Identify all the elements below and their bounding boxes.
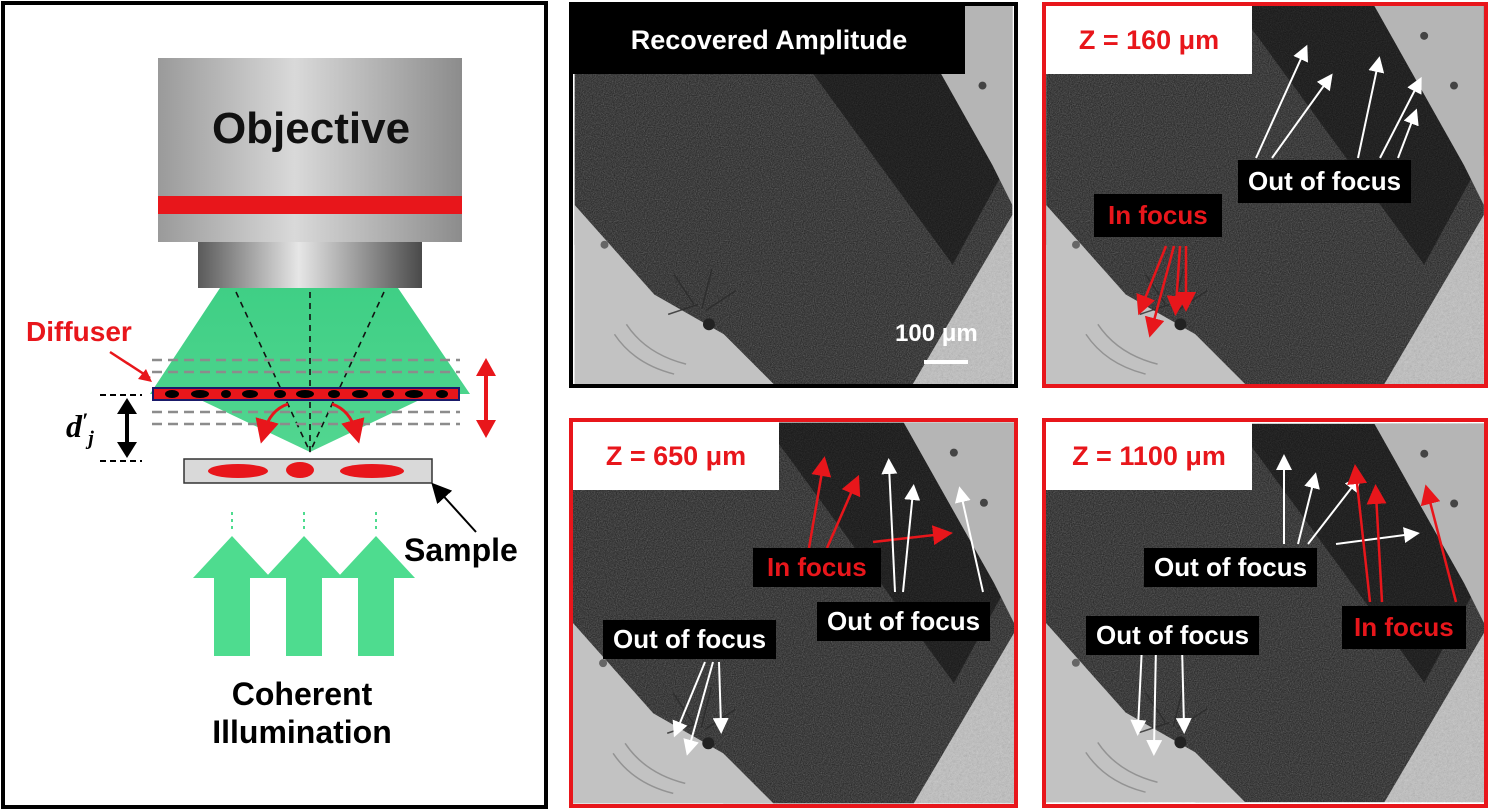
- schematic-drawing: [1, 1, 548, 809]
- z650-out-of-focus-right-label: Out of focus: [817, 602, 991, 641]
- z650-out-of-focus-left-label: Out of focus: [603, 620, 777, 659]
- distance-prime: ′: [82, 408, 89, 433]
- z1100-out-of-focus-top-label: Out of focus: [1144, 548, 1318, 587]
- panel-z650: Z = 650 μm In focus Out of focus Out of …: [569, 418, 1018, 808]
- diffuser-bar: [152, 387, 460, 401]
- z1100-in-focus-label: In focus: [1342, 606, 1466, 649]
- z650-title: Z = 650 μm: [573, 422, 779, 490]
- scale-bar-label: 100 μm: [895, 320, 978, 347]
- z160-in-focus-label: In focus: [1094, 194, 1222, 237]
- sample-slide: [183, 458, 433, 484]
- z160-arrows: [1136, 44, 1422, 338]
- illumination-label: Coherent Illumination: [180, 676, 424, 752]
- diffuser-pointer: [109, 350, 152, 382]
- objective-label: Objective: [211, 104, 411, 153]
- schematic-panel: Objective Diffuser d′j Sample Coherent I…: [0, 0, 552, 812]
- z160-out-of-focus-label: Out of focus: [1238, 160, 1412, 203]
- z1100-arrows: [1130, 454, 1458, 756]
- z650-in-focus-label: In focus: [753, 548, 881, 587]
- sample-label: Sample: [404, 532, 518, 568]
- z1100-title: Z = 1100 μm: [1046, 422, 1252, 490]
- z650-arrows: [672, 456, 984, 756]
- z160-title: Z = 160 μm: [1046, 6, 1252, 74]
- objective-red-band: [158, 196, 462, 214]
- translation-arrow: [476, 358, 496, 438]
- diffuser-label: Diffuser: [26, 316, 132, 347]
- z1100-out-of-focus-bottom-label: Out of focus: [1086, 616, 1260, 655]
- objective-lens: [158, 58, 462, 288]
- distance-marker: [100, 394, 142, 462]
- panel-recovered-amplitude: Recovered Amplitude 100 μm: [569, 2, 1018, 388]
- illumination-line-2: Illumination: [212, 713, 392, 750]
- scale-bar: [924, 360, 968, 364]
- scatter-arrows: [255, 402, 365, 444]
- sample-pointer: [431, 482, 477, 533]
- distance-symbol: d: [66, 408, 82, 444]
- panel-z160: Z = 160 μm Out of focus In focus: [1042, 2, 1488, 388]
- diffuser-planes: [152, 358, 460, 426]
- illumination-line-1: Coherent: [231, 676, 373, 712]
- distance-subscript: j: [88, 427, 94, 450]
- distance-label: d′j: [66, 408, 94, 450]
- illumination-arrows: [193, 512, 415, 656]
- panel-z1100: Z = 1100 μm Out of focus Out of focus In…: [1042, 418, 1488, 808]
- recovered-title: Recovered Amplitude: [573, 6, 965, 74]
